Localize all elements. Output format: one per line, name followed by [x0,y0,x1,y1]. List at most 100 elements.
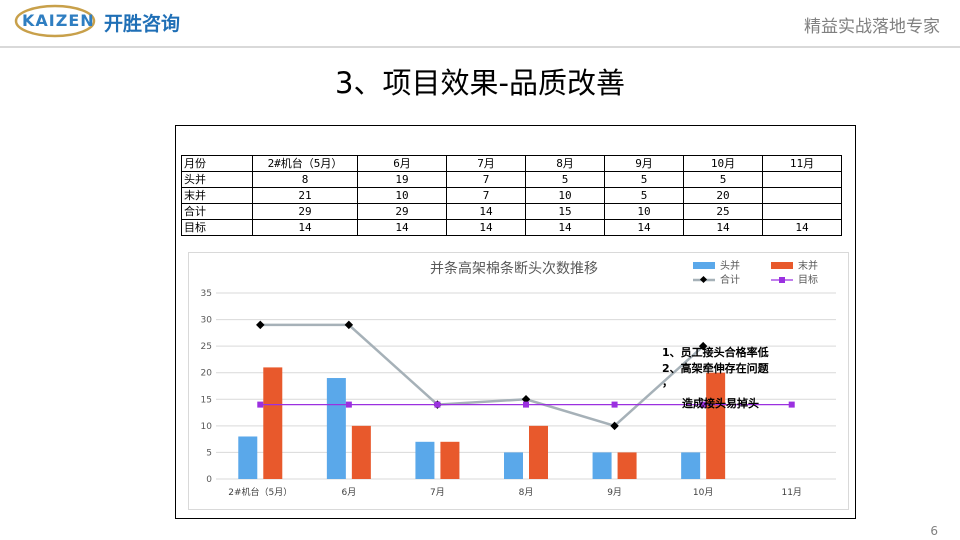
table-cell: 21 [252,187,358,204]
table-row: 目标 14 14 14 14 14 14 14 [181,219,842,236]
table-cell: 14 [525,219,605,236]
table-cell: 14 [683,219,763,236]
table-row-label: 合计 [181,203,253,220]
y-tick-label: 10 [201,422,213,432]
point-目标 [523,401,529,408]
logo-swoosh-icon [14,4,96,38]
data-table: 月份 2#机台（5月） 6月 7月 8月 9月 10月 11月 头并 8 19 … [181,155,842,236]
chart-area [188,252,849,510]
page-number: 6 [930,524,938,538]
table-cell: 8 [252,171,358,188]
legend-marker [699,275,708,284]
table-cell: 7 [446,171,526,188]
legend-label: 头并 [720,259,740,272]
y-tick-label: 25 [201,342,212,352]
table-row-label: 头并 [181,171,253,188]
table-row: 末并 21 10 7 10 5 20 [181,187,842,204]
y-tick-label: 0 [206,475,212,485]
logo-company-name: 开胜咨询 [104,13,181,35]
bar-头并 [326,378,346,479]
table-cell [762,203,842,220]
table-cell [762,187,842,204]
bar-末并 [617,452,637,479]
table-cell: 14 [604,219,684,236]
table-cell [762,171,842,188]
y-tick-label: 30 [201,316,213,326]
bar-末并 [263,367,283,479]
line-合计 [260,323,704,428]
table-cell: 14 [357,219,447,236]
bar-头并 [415,441,435,479]
bar-末并 [529,425,548,479]
point-目标 [434,401,441,408]
chart-annotation: 造成接头易掉头 [682,396,759,410]
table-header-cell: 8月 [525,155,605,172]
header: KAIZEN 开胜咨询 精益实战落地专家 [0,0,960,46]
bar-末并 [351,425,371,479]
point-目标 [257,401,264,408]
table-cell: 14 [252,219,358,236]
table-header-cell: 7月 [446,155,526,172]
table-cell: 5 [525,171,605,188]
point-合计 [256,320,265,330]
bar-末并 [440,441,460,479]
content-frame [175,125,856,519]
table-cell: 29 [357,203,447,220]
table-header-cell: 6月 [357,155,447,172]
legend-label: 末并 [798,259,818,272]
table-cell: 5 [604,187,684,204]
x-tick-label: 8月 [519,487,534,498]
legend-swatch [693,262,715,269]
table-cell: 29 [252,203,358,220]
page-title: 3、项目效果-品质改善 [335,66,625,100]
y-tick-label: 20 [201,369,213,379]
point-合计 [344,320,354,330]
table-cell: 10 [357,187,447,204]
table-row-label: 末并 [181,187,253,204]
table-cell: 19 [357,171,447,188]
table-cell: 10 [604,203,684,220]
table-cell: 25 [683,203,763,220]
table-cell: 14 [446,203,526,220]
table-cell: 5 [683,171,763,188]
legend-label: 目标 [798,274,818,286]
y-tick-label: 35 [201,289,212,299]
table-cell: 5 [604,171,684,188]
table-header-cell: 月份 [181,155,253,172]
point-合计 [610,421,619,431]
table-cell: 15 [525,203,605,220]
point-目标 [788,401,795,408]
bar-头并 [238,436,258,479]
table-row: 头并 8 19 7 5 5 5 [181,171,842,188]
logo-text: KAIZEN [22,11,95,30]
table-cell: 10 [525,187,605,204]
chart: 并条高架棉条断头次数推移 0 5 10 15 20 25 30 35 2#机台（5月） 6月 7月 8月… [201,259,836,498]
table-cell: 14 [446,219,526,236]
table-header-row: 月份 2#机台（5月） 6月 7月 8月 9月 10月 11月 [181,155,842,172]
legend-label: 合计 [720,273,740,286]
table-row: 合计 29 29 14 15 10 25 [181,203,842,220]
slogan: 精益实战落地专家 [804,17,940,37]
chart-title: 并条高架棉条断头次数推移 [430,260,598,277]
x-tick-label: 10月 [693,487,713,498]
point-目标 [345,401,352,408]
bar-末并 [706,372,726,479]
x-tick-label: 2#机台（5月） [228,486,292,498]
x-tick-label: 11月 [781,487,801,498]
y-tick-label: 5 [206,448,212,458]
point-目标 [611,401,618,408]
legend-marker [779,277,785,283]
chart-annotation: 1、员工接头合格率低 [662,345,769,359]
table-header-cell: 11月 [762,155,842,172]
chart-annotation: 2、高架牵伸存在问题 [662,361,770,375]
bar-头并 [592,452,612,479]
table-cell: 14 [762,219,842,236]
header-divider [0,46,960,48]
table-cell: 7 [446,187,526,204]
x-tick-label: 7月 [430,487,445,498]
table-header-cell: 2#机台（5月） [252,155,358,172]
x-tick-label: 6月 [341,487,356,498]
chart-annotation: ， [662,376,673,389]
table-header-cell: 10月 [683,155,763,172]
legend-swatch [771,262,793,269]
